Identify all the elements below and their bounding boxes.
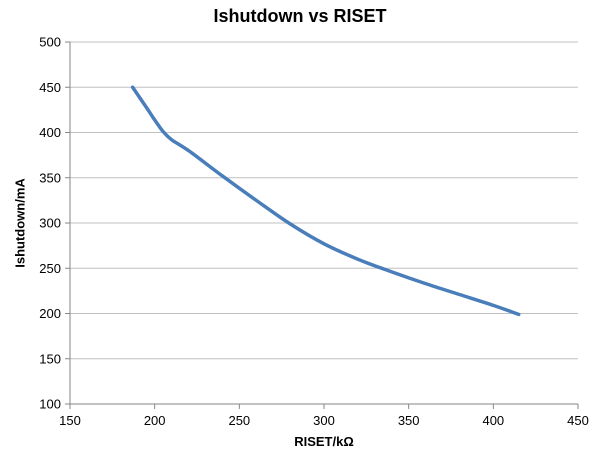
series-line-0	[130, 85, 521, 317]
x-tick-label-150: 150	[59, 413, 81, 428]
y-axis-label: Ishutdown/mA	[12, 178, 28, 268]
x-tick-label-450: 450	[567, 413, 589, 428]
y-tick-label-100: 100	[39, 397, 61, 412]
y-tick-labels: 100 150 200 250 300 350 400 450 500	[39, 35, 61, 412]
series-group	[130, 85, 521, 317]
y-tick-label-450: 450	[39, 80, 61, 95]
y-tick-label-350: 350	[39, 170, 61, 185]
x-tick-labels: 150 200 250 300 350 400 450	[59, 413, 589, 428]
x-tick-label-250: 250	[228, 413, 250, 428]
x-tick-label-200: 200	[144, 413, 166, 428]
y-tick-label-150: 150	[39, 351, 61, 366]
grid-lines	[70, 41, 578, 360]
chart-title: Ishutdown vs RISET	[213, 6, 387, 26]
x-tick-label-400: 400	[482, 413, 504, 428]
x-axis-label: RISET/kΩ	[294, 434, 354, 449]
axes	[65, 41, 579, 409]
y-tick-label-400: 400	[39, 125, 61, 140]
y-tick-label-200: 200	[39, 306, 61, 321]
x-tick-label-300: 300	[313, 413, 335, 428]
x-tick-label-350: 350	[398, 413, 420, 428]
y-tick-label-500: 500	[39, 35, 61, 50]
y-tick-label-300: 300	[39, 216, 61, 231]
y-tick-label-250: 250	[39, 261, 61, 276]
